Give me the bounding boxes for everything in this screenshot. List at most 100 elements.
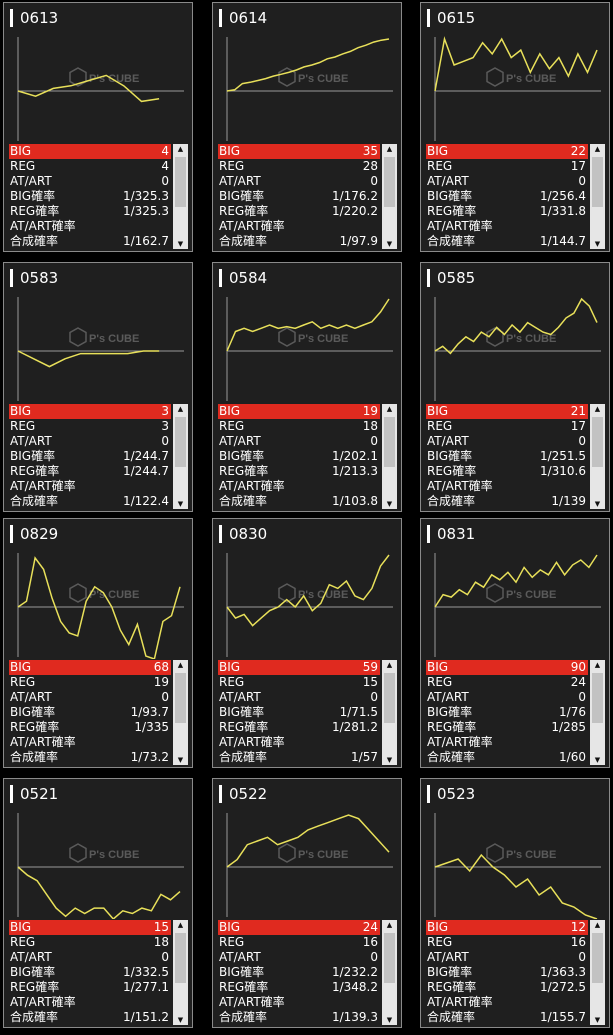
stat-row-at: AT/ART 0 <box>426 434 588 449</box>
scroll-down-arrow-icon[interactable]: ▼ <box>177 240 184 248</box>
slump-graph: P's CUBE <box>434 36 601 141</box>
stats-scrollbar[interactable]: ▲ ▼ <box>590 920 605 1025</box>
stats-scrollbar[interactable]: ▲ ▼ <box>173 404 188 509</box>
scroll-thumb[interactable] <box>384 417 395 467</box>
scroll-thumb[interactable] <box>384 673 395 723</box>
stat-value-reg: 4 <box>161 159 169 173</box>
stat-value-reg-rate: 1/285 <box>551 720 586 734</box>
stats-scrollbar[interactable]: ▲ ▼ <box>590 404 605 509</box>
machine-card[interactable]: 0585 P's CUBE BIG 21 REG 17 AT/ART 0 BIG確率 1… <box>420 262 610 512</box>
machine-card[interactable]: 0615 P's CUBE BIG 22 REG 17 AT/ART 0 BIG確率 1… <box>420 2 610 252</box>
stat-value-at: 0 <box>161 434 169 448</box>
stat-row-reg: REG 16 <box>218 935 380 950</box>
scroll-up-arrow-icon[interactable]: ▲ <box>177 145 184 153</box>
watermark-logo: P's CUBE <box>278 843 348 863</box>
scroll-up-arrow-icon[interactable]: ▲ <box>386 921 393 929</box>
stats-scrollbar[interactable]: ▲ ▼ <box>382 920 397 1025</box>
scroll-down-arrow-icon[interactable]: ▼ <box>177 500 184 508</box>
scroll-thumb[interactable] <box>592 417 603 467</box>
stat-label-combined: 合成確率 <box>219 750 268 764</box>
stats-scrollbar[interactable]: ▲ ▼ <box>382 404 397 509</box>
machine-card[interactable]: 0522 P's CUBE BIG 24 REG 16 AT/ART 0 BIG確率 1… <box>212 778 402 1028</box>
stats-scrollbar[interactable]: ▲ ▼ <box>382 144 397 249</box>
machine-card[interactable]: 0613 P's CUBE BIG 4 REG 4 AT/ART 0 BIG確率 1/3… <box>3 2 193 252</box>
scroll-down-arrow-icon[interactable]: ▼ <box>386 240 393 248</box>
scroll-up-arrow-icon[interactable]: ▲ <box>386 405 393 413</box>
scroll-thumb[interactable] <box>384 157 395 207</box>
stat-row-at: AT/ART 0 <box>218 174 380 189</box>
stats-scrollbar[interactable]: ▲ ▼ <box>590 144 605 249</box>
scroll-up-arrow-icon[interactable]: ▲ <box>386 145 393 153</box>
scroll-up-arrow-icon[interactable]: ▲ <box>177 405 184 413</box>
stat-label-reg: REG <box>427 675 453 689</box>
trend-line <box>226 554 390 627</box>
scroll-down-arrow-icon[interactable]: ▼ <box>386 500 393 508</box>
slump-graph: P's CUBE <box>434 553 601 657</box>
stat-label-reg-rate: REG確率 <box>219 720 269 734</box>
stat-row-at-rate: AT/ART確率 <box>218 479 380 494</box>
scroll-down-arrow-icon[interactable]: ▼ <box>594 756 601 764</box>
scroll-thumb[interactable] <box>384 933 395 983</box>
machine-card[interactable]: 0583 P's CUBE BIG 3 REG 3 AT/ART 0 BIG確率 1/2… <box>3 262 193 512</box>
watermark-logo: P's CUBE <box>69 843 139 863</box>
machine-card[interactable]: 0523 P's CUBE BIG 12 REG 16 AT/ART 0 BIG確率 1… <box>420 778 610 1028</box>
stats-scrollbar[interactable]: ▲ ▼ <box>382 660 397 765</box>
scroll-up-arrow-icon[interactable]: ▲ <box>177 921 184 929</box>
stat-row-reg: REG 4 <box>9 159 171 174</box>
svg-text:P's CUBE: P's CUBE <box>298 849 348 861</box>
machine-card[interactable]: 0831 P's CUBE BIG 90 REG 24 AT/ART 0 BIG確率 1… <box>420 518 610 768</box>
svg-text:P's CUBE: P's CUBE <box>298 333 348 345</box>
stats-scrollbar[interactable]: ▲ ▼ <box>173 660 188 765</box>
scroll-up-arrow-icon[interactable]: ▲ <box>594 921 601 929</box>
scroll-up-arrow-icon[interactable]: ▲ <box>594 145 601 153</box>
scroll-down-arrow-icon[interactable]: ▼ <box>177 1016 184 1024</box>
stat-row-at: AT/ART 0 <box>426 174 588 189</box>
scroll-thumb[interactable] <box>592 673 603 723</box>
scroll-down-arrow-icon[interactable]: ▼ <box>594 1016 601 1024</box>
machine-card[interactable]: 0614 P's CUBE BIG 35 REG 28 AT/ART 0 BIG確率 1… <box>212 2 402 252</box>
stats-table: BIG 4 REG 4 AT/ART 0 BIG確率 1/325.3 REG確率 1/32… <box>9 144 171 249</box>
scroll-up-arrow-icon[interactable]: ▲ <box>594 661 601 669</box>
stat-row-at: AT/ART 0 <box>9 174 171 189</box>
stat-row-big: BIG 12 <box>426 920 588 935</box>
stat-row-reg-rate: REG確率 1/213.3 <box>218 464 380 479</box>
stat-row-reg-rate: REG確率 1/281.2 <box>218 720 380 735</box>
machine-card[interactable]: 0584 P's CUBE BIG 19 REG 18 AT/ART 0 BIG確率 1… <box>212 262 402 512</box>
machine-card[interactable]: 0830 P's CUBE BIG 59 REG 15 AT/ART 0 BIG確率 1… <box>212 518 402 768</box>
scroll-thumb[interactable] <box>175 157 186 207</box>
scroll-down-arrow-icon[interactable]: ▼ <box>594 240 601 248</box>
trend-line <box>434 297 598 355</box>
stat-row-combined: 合成確率 1/122.4 <box>9 494 171 509</box>
stat-label-at: AT/ART <box>10 690 52 704</box>
stat-value-big-rate: 1/256.4 <box>539 189 586 203</box>
scroll-up-arrow-icon[interactable]: ▲ <box>386 661 393 669</box>
scroll-down-arrow-icon[interactable]: ▼ <box>386 756 393 764</box>
scroll-down-arrow-icon[interactable]: ▼ <box>177 756 184 764</box>
stat-value-combined: 1/151.2 <box>122 1010 169 1024</box>
stat-row-reg-rate: REG確率 1/335 <box>9 720 171 735</box>
machine-number: 0584 <box>219 269 267 287</box>
stat-row-reg-rate: REG確率 1/348.2 <box>218 980 380 995</box>
stat-label-reg: REG <box>10 675 36 689</box>
stat-value-at: 0 <box>161 174 169 188</box>
scroll-up-arrow-icon[interactable]: ▲ <box>177 661 184 669</box>
stat-row-at-rate: AT/ART確率 <box>426 735 588 750</box>
scroll-thumb[interactable] <box>175 417 186 467</box>
stats-scrollbar[interactable]: ▲ ▼ <box>173 920 188 1025</box>
scroll-thumb[interactable] <box>592 157 603 207</box>
machine-card[interactable]: 0521 P's CUBE BIG 15 REG 18 AT/ART 0 BIG確率 1… <box>3 778 193 1028</box>
stat-row-big-rate: BIG確率 1/251.5 <box>426 449 588 464</box>
scroll-up-arrow-icon[interactable]: ▲ <box>594 405 601 413</box>
stat-row-reg: REG 18 <box>218 419 380 434</box>
scroll-down-arrow-icon[interactable]: ▼ <box>594 500 601 508</box>
scroll-down-arrow-icon[interactable]: ▼ <box>386 1016 393 1024</box>
stats-scrollbar[interactable]: ▲ ▼ <box>173 144 188 249</box>
scroll-thumb[interactable] <box>592 933 603 983</box>
stats-scrollbar[interactable]: ▲ ▼ <box>590 660 605 765</box>
stat-label-combined: 合成確率 <box>219 1010 268 1024</box>
scroll-thumb[interactable] <box>175 673 186 723</box>
scroll-thumb[interactable] <box>175 933 186 983</box>
stat-row-big: BIG 90 <box>426 660 588 675</box>
machine-card[interactable]: 0829 P's CUBE BIG 68 REG 19 AT/ART 0 BIG確率 1… <box>3 518 193 768</box>
stat-label-at: AT/ART <box>10 174 52 188</box>
